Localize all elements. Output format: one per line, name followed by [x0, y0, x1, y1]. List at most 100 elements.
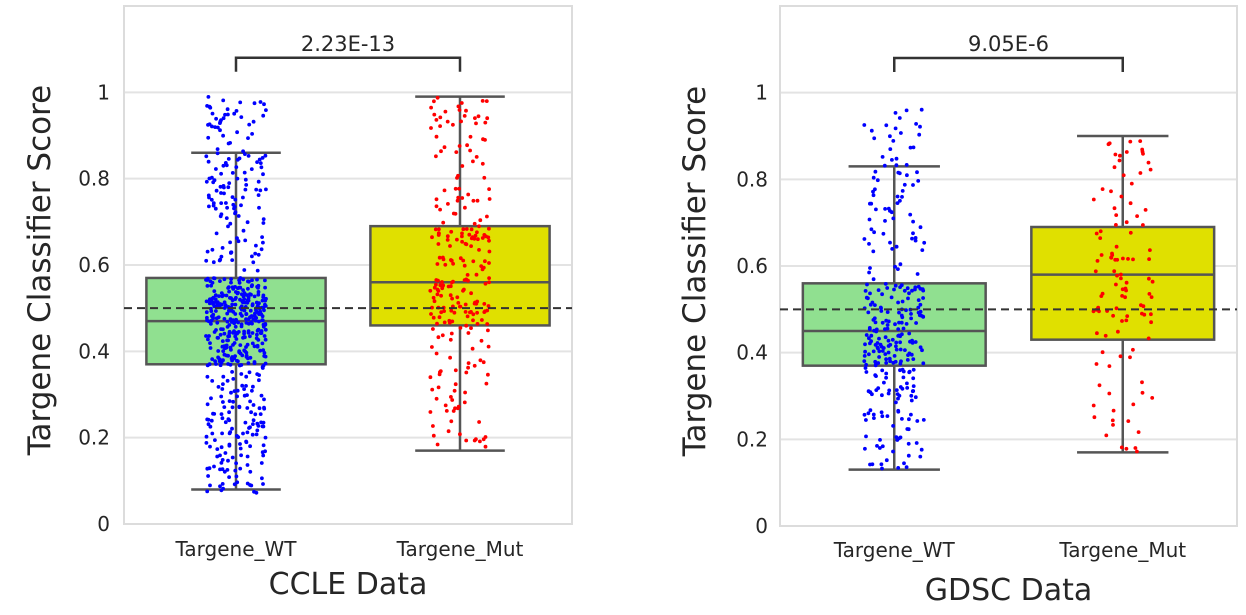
data-point [1119, 194, 1124, 199]
data-point [205, 104, 210, 108]
data-point [219, 201, 224, 206]
data-point [245, 454, 250, 459]
data-point [256, 286, 260, 290]
data-point [1103, 333, 1108, 338]
data-point [246, 136, 250, 141]
data-point [478, 439, 482, 444]
data-point [906, 353, 910, 357]
data-point [219, 461, 224, 465]
data-point [221, 400, 225, 404]
data-point [429, 312, 433, 316]
data-point [473, 116, 477, 120]
data-point [230, 370, 235, 374]
data-point [216, 349, 221, 353]
data-point [457, 108, 462, 112]
data-point [895, 194, 900, 199]
data-point [432, 299, 437, 304]
data-point [255, 277, 259, 282]
data-point [880, 368, 885, 373]
data-point [1091, 403, 1096, 408]
y-tick-label: 0 [97, 512, 110, 536]
data-point [234, 165, 239, 170]
data-point [1114, 244, 1119, 249]
y-axis-label: Targene Classifier Score [677, 86, 713, 458]
data-point [905, 173, 909, 178]
y-tick-label: 0.2 [78, 426, 110, 450]
data-point [250, 254, 254, 259]
data-point [429, 105, 433, 110]
data-point [250, 331, 255, 335]
data-point [898, 347, 903, 352]
data-point [432, 99, 436, 104]
data-point [895, 201, 900, 206]
data-point [884, 361, 889, 365]
data-point [222, 185, 226, 190]
data-point [212, 289, 217, 293]
data-point [245, 463, 250, 467]
data-point [207, 176, 212, 181]
data-point [1146, 336, 1151, 341]
data-point [256, 290, 261, 294]
data-point [263, 153, 268, 158]
data-point [214, 362, 218, 366]
data-point [877, 336, 881, 341]
data-point [247, 122, 252, 127]
data-point [227, 329, 232, 334]
data-point [263, 327, 268, 332]
data-point [215, 320, 220, 325]
data-point [888, 359, 892, 364]
data-point [913, 287, 917, 292]
data-point [250, 278, 254, 283]
data-point [236, 320, 241, 325]
data-point [902, 288, 907, 293]
data-point [233, 297, 238, 301]
data-point [896, 327, 901, 331]
data-point [906, 427, 911, 432]
data-point [871, 349, 876, 354]
data-point [252, 101, 257, 106]
data-point [210, 431, 215, 436]
data-point [909, 316, 913, 321]
data-point [221, 116, 226, 121]
data-point [431, 424, 435, 428]
data-point [469, 326, 473, 330]
data-point [867, 217, 872, 222]
data-point [883, 327, 887, 331]
data-point [239, 453, 244, 458]
data-point [921, 361, 926, 366]
data-point [260, 314, 265, 319]
data-point [876, 361, 881, 365]
data-point [921, 288, 926, 293]
data-point [216, 385, 221, 389]
data-point [880, 444, 885, 449]
data-point [1091, 309, 1096, 314]
data-point [879, 344, 884, 349]
data-point [231, 202, 236, 207]
data-point [863, 342, 867, 347]
data-point [442, 188, 447, 193]
data-point [862, 354, 867, 358]
data-point [220, 431, 225, 436]
data-point [868, 291, 872, 296]
data-point [1138, 139, 1143, 144]
data-point [260, 476, 264, 481]
data-point [1097, 383, 1102, 388]
data-point [439, 149, 443, 154]
data-point [911, 367, 916, 372]
data-point [916, 284, 921, 289]
data-point [1138, 171, 1143, 175]
data-point [228, 362, 233, 367]
data-point [235, 157, 240, 162]
data-point [235, 388, 240, 393]
data-point [226, 112, 230, 117]
data-point [900, 299, 905, 304]
data-point [226, 141, 231, 146]
data-point [483, 435, 488, 439]
data-point [1107, 391, 1112, 396]
data-point [893, 322, 897, 327]
data-point [208, 105, 213, 110]
data-point [1147, 257, 1151, 261]
data-point [475, 198, 480, 203]
data-point [207, 122, 212, 127]
